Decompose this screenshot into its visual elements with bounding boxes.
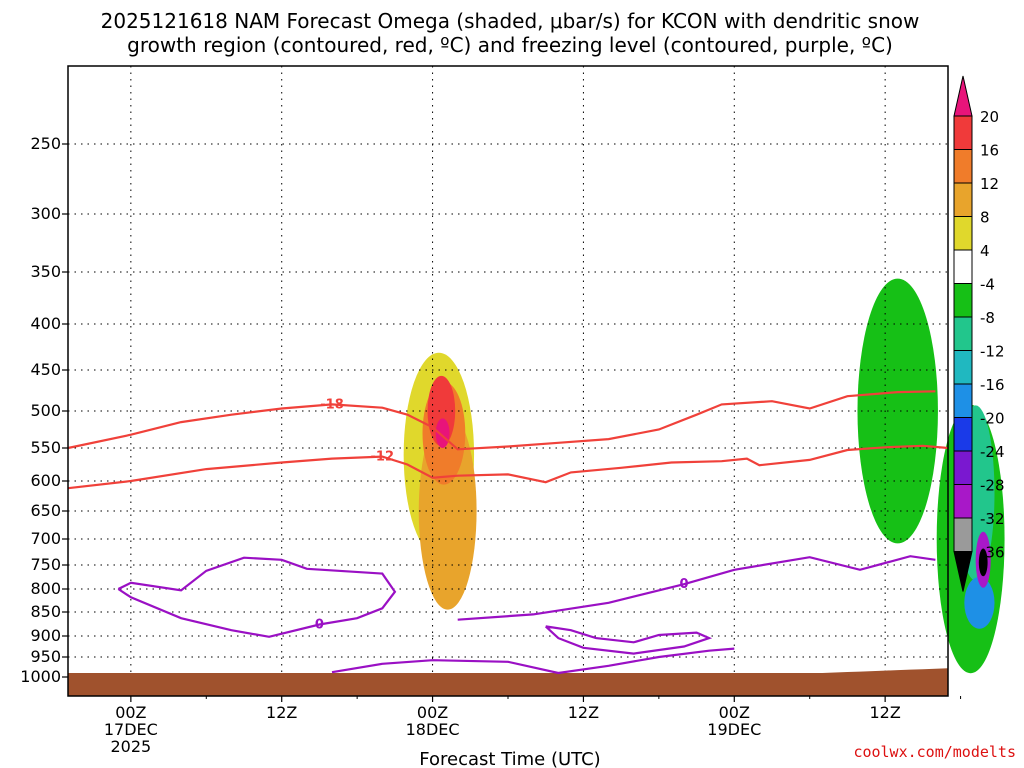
x-tick-label-48-0: 00Z [719,703,750,722]
chart-title-line1: 2025121618 NAM Forecast Omega (shaded, μ… [101,9,920,33]
terrain-surface [68,668,948,696]
colorbar-label-8: -16 [980,376,1005,394]
colorbar-band-10 [953,450,973,485]
y-tick-label-800: 800 [30,579,61,598]
colorbar-band-1 [953,149,973,184]
y-tick-label-600: 600 [30,471,61,490]
x-tick-label-36-0: 12Z [568,703,599,722]
colorbar-label-1: 16 [980,142,999,160]
colorbar-label-10: -24 [980,443,1005,461]
x-tick-label-0-1: 17DEC [104,720,158,739]
y-tick-label-350: 350 [30,262,61,281]
omega-cell-10 [978,548,988,577]
x-tick-label-0-0: 00Z [115,703,146,722]
x-axis-title: Forecast Time (UTC) [419,749,600,768]
colorbar-band-9 [953,417,973,452]
colorbar-label-3: 8 [980,209,990,227]
colorbar-over-arrow [953,75,973,117]
colorbar-under-arrow [953,551,973,592]
colorbar-band-6 [953,316,973,351]
colorbar-label-12: -32 [980,510,1005,528]
colorbar-label-7: -12 [980,343,1005,361]
y-tick-label-450: 450 [30,360,61,379]
y-tick-label-900: 900 [30,626,61,645]
freezing-contour-main [117,556,397,638]
y-tick-label-400: 400 [30,314,61,333]
colorbar-label-0: 20 [980,108,999,126]
colorbar-label-4: 4 [980,242,990,260]
colorbar-label-9: -20 [980,410,1005,428]
colorbar-band-7 [953,350,973,385]
freezing-contour-sfc [331,647,735,675]
x-tick-label-60-0: 12Z [869,703,900,722]
x-tick-label-24-0: 00Z [417,703,448,722]
colorbar-band-11 [953,484,973,519]
dgz-label-m18: -18 [320,397,344,412]
colorbar-label-6: -8 [980,309,995,327]
x-tick-label-0-2: 2025 [110,737,151,756]
y-tick-label-650: 650 [30,501,61,520]
x-tick-label-48-1: 19DEC [707,720,761,739]
colorbar-band-2 [953,182,973,217]
y-tick-label-750: 750 [30,555,61,574]
colorbar-label-11: -28 [980,477,1005,495]
omega-cell-8 [964,576,995,629]
colorbar-band-3 [953,216,973,251]
contours: -18 -12 0 0 [67,390,949,675]
freezing-contour-upper [457,555,936,621]
colorbar-label-13: -36 [980,544,1005,562]
y-tick-label-1000: 1000 [20,667,61,686]
colorbar-band-8 [953,383,973,418]
omega-cell-4 [435,418,450,449]
freezing-label-upper: 0 [679,577,688,592]
dgz-contour-m18 [67,390,936,451]
plot-area [68,66,948,696]
y-tick-label-850: 850 [30,602,61,621]
axes: 250 300 350 400 450 500 550 600 650 700 750 800 850 9… [20,134,962,756]
freezing-contour-pocket [544,625,713,655]
y-tick-label-950: 950 [30,647,61,666]
terrain [68,668,948,696]
freezing-label-main: 0 [315,617,324,632]
dgz-label-m12: -12 [371,450,395,465]
y-tick-label-250: 250 [30,134,61,153]
dgz-contour-m12 [67,444,949,490]
colorbar-label-5: -4 [980,276,995,294]
colorbar-band-4 [953,249,973,284]
omega-cell-5 [857,278,938,544]
x-tick-label-24-1: 18DEC [406,720,460,739]
y-tick-label-700: 700 [30,529,61,548]
gridlines [68,66,948,696]
colorbar: 20 16 12 8 4 -4 -8 -12 -16 -20 -24 -28 -32 -36 [953,75,1005,592]
y-tick-label-550: 550 [30,438,61,457]
credit-text: coolwx.com/modelts [853,743,1016,761]
y-tick-label-300: 300 [30,204,61,223]
x-tick-label-12-0: 12Z [266,703,297,722]
colorbar-band-5 [953,283,973,318]
colorbar-label-2: 12 [980,175,999,193]
colorbar-band-12 [953,517,973,552]
chart-title-line2: growth region (contoured, red, ºC) and f… [127,33,893,57]
colorbar-band-0 [953,115,973,150]
y-tick-label-500: 500 [30,401,61,420]
